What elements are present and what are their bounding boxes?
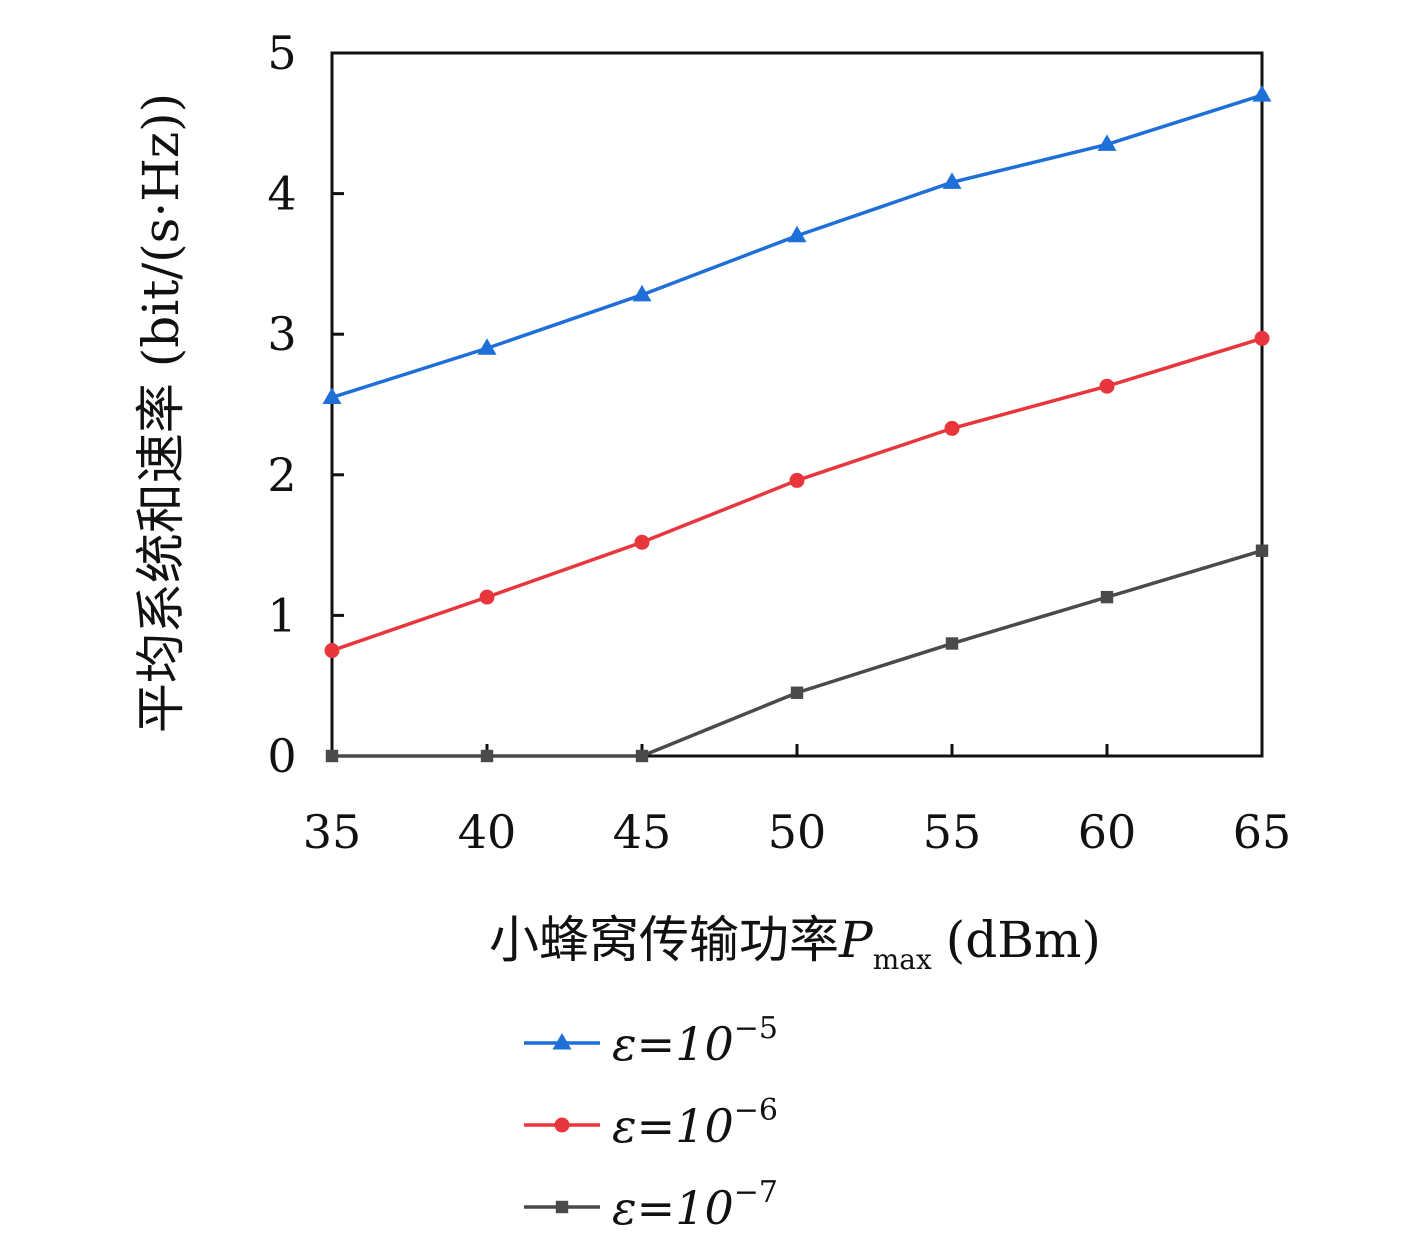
series-line-1 xyxy=(331,93,1263,400)
series-3-point xyxy=(480,749,494,763)
series-line-2 xyxy=(331,336,1263,653)
series-1-point xyxy=(322,387,342,404)
series-1-point xyxy=(1252,85,1272,102)
y-tick-label: 5 xyxy=(267,26,296,80)
x-tick-label: 40 xyxy=(458,805,517,859)
legend-label-prefix: ε=10 xyxy=(612,1099,734,1153)
series-2-point xyxy=(1099,378,1115,394)
y-axis-ticks: 0 1 2 3 4 5 xyxy=(267,26,344,783)
series-lines xyxy=(331,93,1263,758)
legend-label-exponent: −5 xyxy=(734,1011,778,1046)
series-3-point xyxy=(790,686,804,699)
legend-label-2: ε=10−6 xyxy=(612,1093,778,1153)
legend-label-exponent: −6 xyxy=(734,1093,778,1128)
legend-label-prefix: ε=10 xyxy=(612,1181,734,1235)
x-tick-label: 55 xyxy=(923,805,982,859)
legend-marker-1 xyxy=(552,1033,572,1050)
x-axis-ticks: 35 40 45 50 55 60 65 xyxy=(303,744,1292,859)
legend-label-1: ε=10−5 xyxy=(612,1011,778,1071)
series-line-3 xyxy=(332,549,1263,758)
y-tick-label: 4 xyxy=(267,167,296,221)
series-2-point xyxy=(1254,330,1270,346)
legend-label-prefix: ε=10 xyxy=(612,1017,734,1071)
x-axis-title-main: 小蜂窝传输功率 xyxy=(489,911,839,969)
y-tick-label: 0 xyxy=(267,729,296,783)
legend-label-3: ε=10−7 xyxy=(612,1175,778,1235)
series-1-point xyxy=(942,172,962,189)
y-tick-label: 3 xyxy=(267,307,296,361)
series-3-point xyxy=(635,749,649,763)
series-3-point xyxy=(1255,544,1269,557)
x-tick-label: 65 xyxy=(1233,805,1292,859)
series-2-point xyxy=(634,534,650,550)
series-1-point xyxy=(477,338,497,355)
series-1-point xyxy=(787,225,807,243)
x-axis-title-symbol: P xyxy=(838,911,874,969)
legend-marker-2 xyxy=(554,1117,570,1133)
series-1-point xyxy=(632,284,652,302)
x-tick-label: 45 xyxy=(613,805,672,859)
series-2-point xyxy=(324,643,340,659)
y-tick-label: 2 xyxy=(267,448,296,502)
plot-area-frame xyxy=(330,51,1264,758)
x-axis-title-subscript: max xyxy=(873,943,932,976)
x-tick-label: 35 xyxy=(303,805,362,859)
y-tick-label: 1 xyxy=(267,588,296,642)
series-3-point xyxy=(945,637,959,650)
x-axis-title-unit: (dBm) xyxy=(946,911,1101,969)
legend-marker-3 xyxy=(555,1200,569,1214)
series-1-point xyxy=(1097,134,1117,151)
legend-label-exponent: −7 xyxy=(734,1175,778,1210)
x-tick-label: 60 xyxy=(1078,805,1137,859)
legend: ε=10−5ε=10−6ε=10−7 xyxy=(524,1011,778,1235)
x-tick-label: 50 xyxy=(768,805,827,859)
series-2-point xyxy=(479,589,495,605)
series-3-point xyxy=(325,749,339,763)
y-axis-title: 平均系统和速率 (bit/(s·Hz)) xyxy=(132,93,190,733)
series-2-point xyxy=(944,420,960,436)
series-3-point xyxy=(1100,590,1114,604)
x-axis-title: 小蜂窝传输功率Pmax (dBm) xyxy=(489,911,1101,976)
series-markers xyxy=(322,85,1272,763)
series-2-point xyxy=(789,472,805,488)
